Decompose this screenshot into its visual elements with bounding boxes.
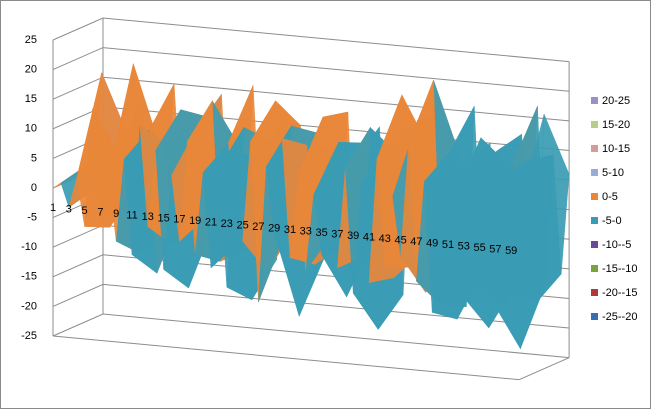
legend-swatch bbox=[591, 193, 598, 200]
legend-swatch bbox=[591, 97, 598, 104]
x-tick-label: 29 bbox=[268, 223, 280, 235]
y-tick-label: 25 bbox=[25, 34, 37, 46]
x-tick-label: 43 bbox=[379, 233, 391, 245]
x-tick-label: 1 bbox=[50, 202, 56, 214]
legend-label: 20-25 bbox=[602, 95, 630, 107]
surface-patch bbox=[510, 114, 545, 304]
legend-swatch bbox=[591, 313, 598, 320]
x-tick-label: 49 bbox=[426, 237, 438, 249]
y-tick-label: -15 bbox=[21, 271, 37, 283]
x-tick-label: 27 bbox=[252, 221, 264, 233]
x-tick-label: 13 bbox=[142, 211, 154, 223]
x-tick-label: 33 bbox=[300, 226, 312, 238]
legend-swatch bbox=[591, 121, 598, 128]
legend-label: -20--15 bbox=[602, 287, 637, 299]
legend-swatch bbox=[591, 145, 598, 152]
legend-label: -5-0 bbox=[602, 215, 622, 227]
y-tick-label: -20 bbox=[21, 300, 37, 312]
legend-label: 10-15 bbox=[602, 143, 630, 155]
x-tick-label: 59 bbox=[505, 245, 517, 257]
x-tick-label: 57 bbox=[489, 243, 501, 255]
y-tick-label: -25 bbox=[21, 330, 37, 342]
legend-label: -10--5 bbox=[602, 239, 631, 251]
grid-line bbox=[52, 17, 570, 63]
y-tick-label: -5 bbox=[27, 212, 37, 224]
legend-swatch bbox=[591, 241, 598, 248]
surface bbox=[52, 63, 570, 350]
x-tick-label: 41 bbox=[363, 232, 375, 244]
y-tick-label: -10 bbox=[21, 241, 37, 253]
x-tick-label: 23 bbox=[221, 218, 233, 230]
legend-label: 15-20 bbox=[602, 119, 630, 131]
legend: 20-25 15-20 10-15 5-10 0-5 -5-0 -10--5 -15--10 -… bbox=[591, 95, 637, 323]
x-tick-label: 9 bbox=[113, 208, 119, 220]
legend-label: 5-10 bbox=[602, 167, 624, 179]
legend-label: -15--10 bbox=[602, 263, 637, 275]
axis-line bbox=[52, 335, 520, 381]
y-tick-label: 5 bbox=[31, 152, 37, 164]
x-tick-label: 47 bbox=[410, 236, 422, 248]
legend-swatch bbox=[591, 289, 598, 296]
x-tick-label: 55 bbox=[473, 242, 485, 254]
x-tick-label: 45 bbox=[394, 234, 406, 246]
x-tick-label: 35 bbox=[315, 227, 327, 239]
x-tick-label: 11 bbox=[126, 209, 137, 221]
x-tick-label: 31 bbox=[284, 224, 296, 236]
legend-swatch bbox=[591, 217, 598, 224]
y-tick-label: 20 bbox=[25, 64, 37, 76]
x-tick-label: 39 bbox=[347, 230, 359, 242]
x-tick-label: 7 bbox=[97, 206, 103, 218]
y-tick-label: 15 bbox=[25, 93, 37, 105]
legend-swatch bbox=[591, 169, 598, 176]
x-tick-label: 15 bbox=[157, 212, 169, 224]
x-tick-label: 53 bbox=[458, 240, 470, 252]
legend-label: -25--20 bbox=[602, 311, 637, 323]
x-tick-label: 51 bbox=[442, 239, 454, 251]
legend-label: 0-5 bbox=[602, 191, 618, 203]
y-tick-label: 0 bbox=[31, 182, 37, 194]
x-tick-label: 37 bbox=[331, 229, 343, 241]
x-tick-label: 3 bbox=[66, 203, 72, 215]
legend-swatch bbox=[591, 265, 598, 272]
axis-line bbox=[518, 357, 570, 381]
x-tick-label: 25 bbox=[236, 220, 248, 232]
x-tick-label: 17 bbox=[173, 214, 185, 226]
x-tick-label: 5 bbox=[82, 205, 88, 217]
y-tick-label: 10 bbox=[25, 123, 37, 135]
x-tick-label: 21 bbox=[205, 217, 217, 229]
x-tick-label: 19 bbox=[189, 215, 201, 227]
